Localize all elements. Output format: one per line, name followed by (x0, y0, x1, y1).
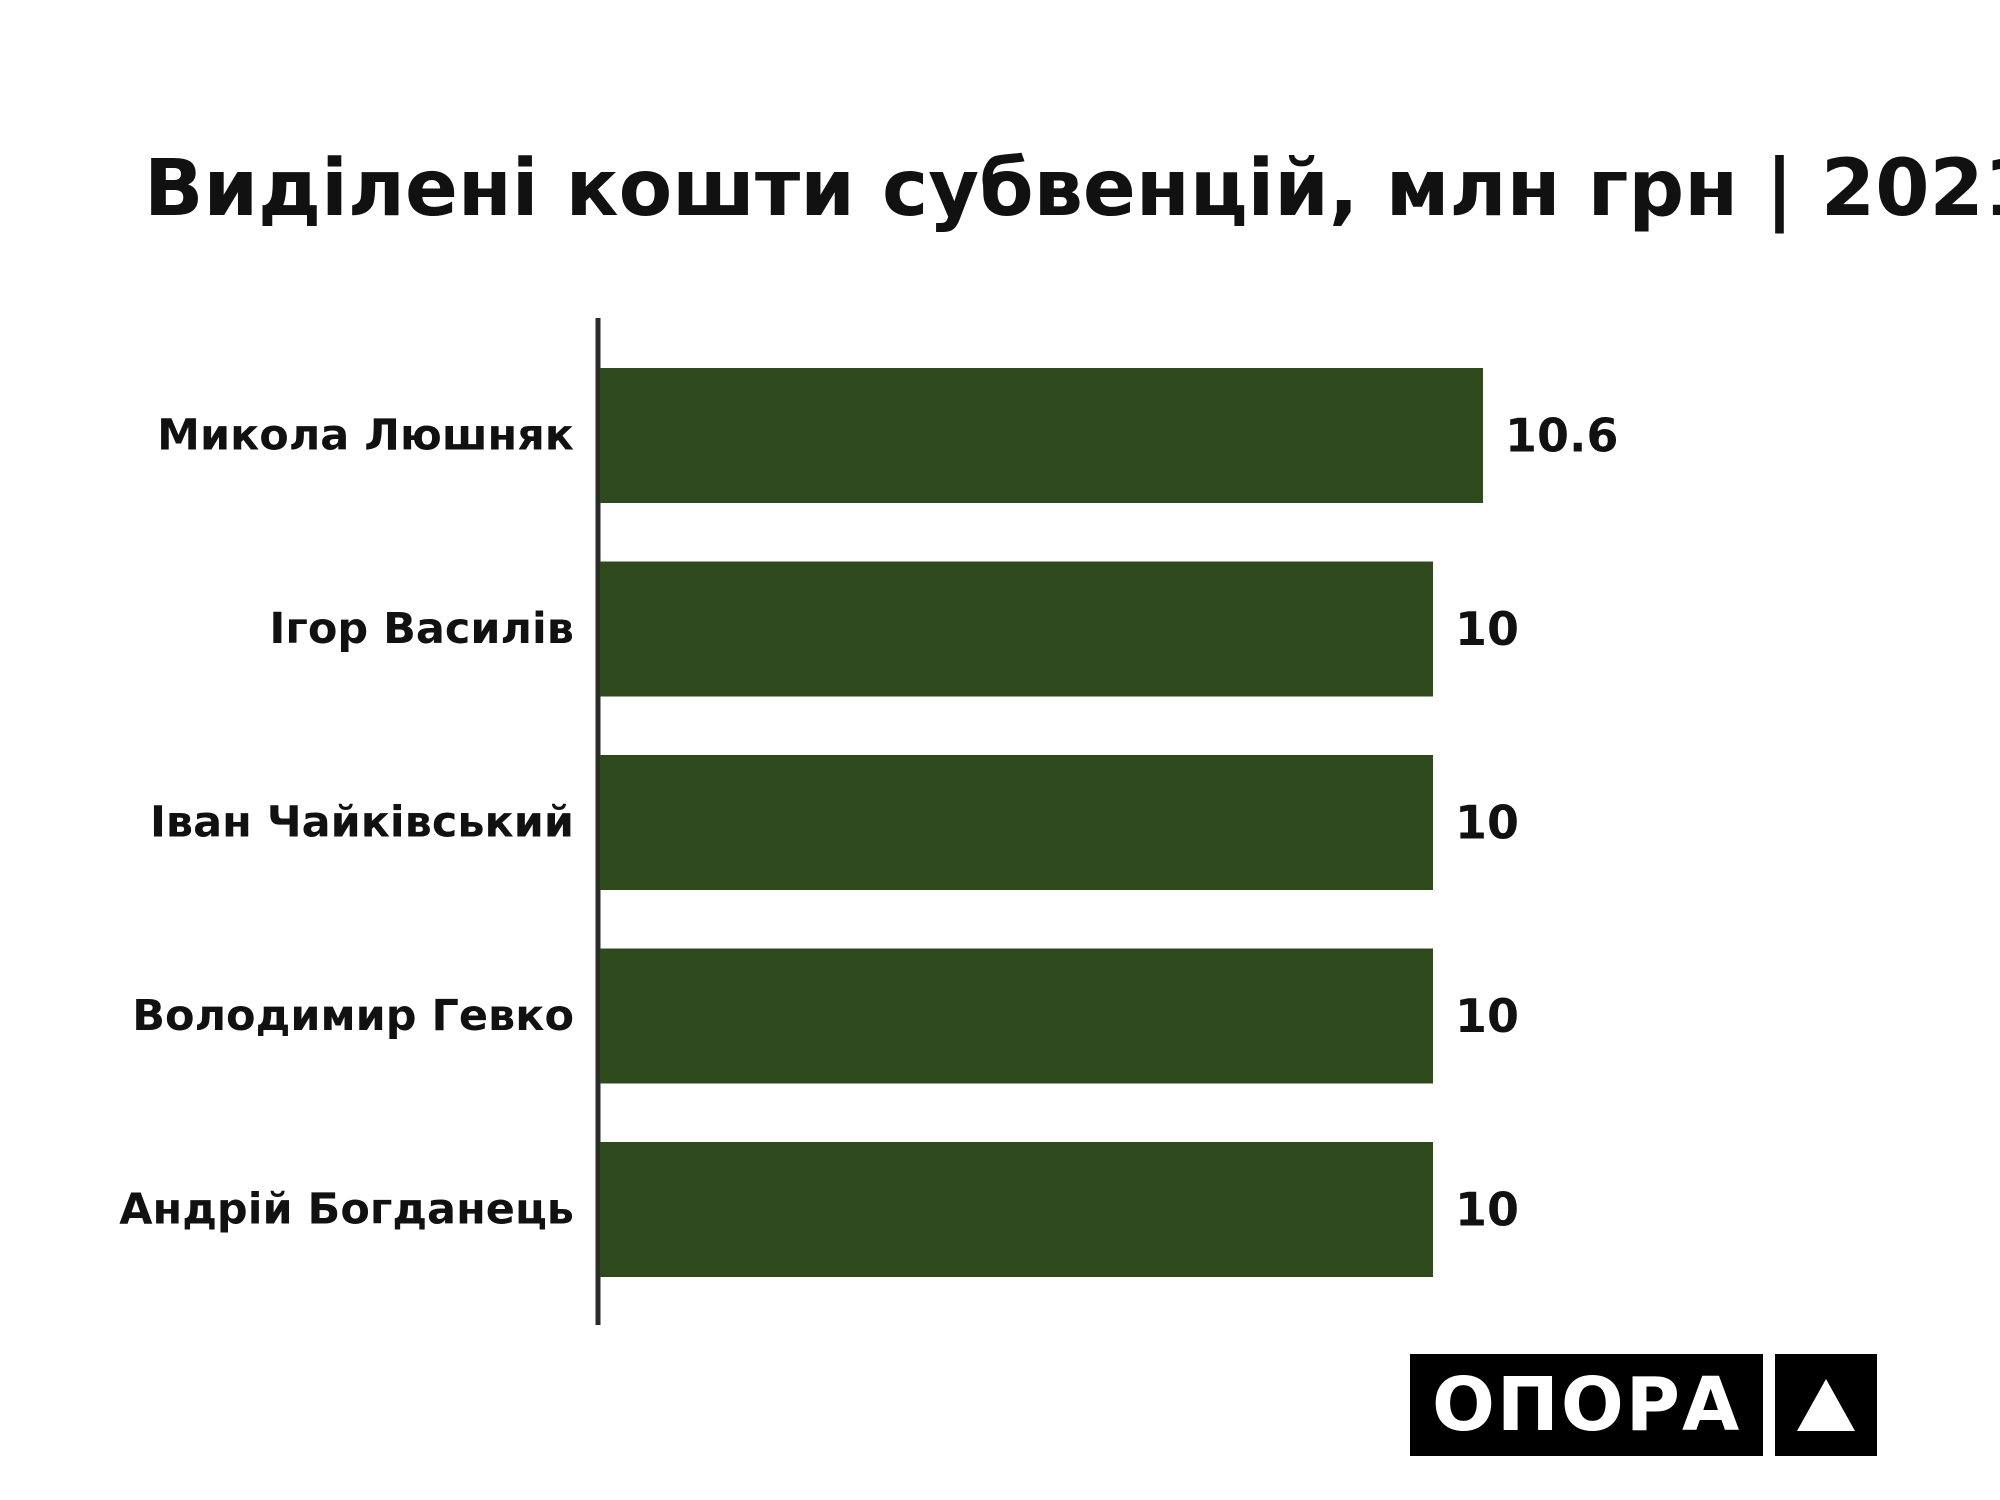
bar (600, 1142, 1433, 1277)
logo-wordmark: ОПОРА (1410, 1354, 1764, 1456)
value-label: 10 (1455, 796, 1519, 850)
triangle-logo-icon (1775, 1354, 1878, 1456)
bar (600, 368, 1483, 503)
category-label: Андрій Богданець (119, 1185, 574, 1235)
chart-title: Виділені кошти субвенцій, млн грн | 2021 (144, 144, 2000, 234)
value-label: 10 (1455, 602, 1519, 656)
category-label: Володимир Гевко (132, 991, 574, 1041)
category-label: Іван Чайківський (150, 798, 574, 848)
value-label: 10.6 (1505, 409, 1619, 463)
value-label: 10 (1455, 989, 1519, 1043)
value-label: 10 (1455, 1183, 1519, 1237)
category-label: Ігор Василів (269, 604, 574, 654)
bar (600, 561, 1433, 697)
bar (600, 948, 1433, 1084)
category-label: Микола Люшняк (157, 411, 574, 461)
bar (600, 755, 1433, 890)
opora-logo: ОПОРА (1410, 1354, 1878, 1456)
